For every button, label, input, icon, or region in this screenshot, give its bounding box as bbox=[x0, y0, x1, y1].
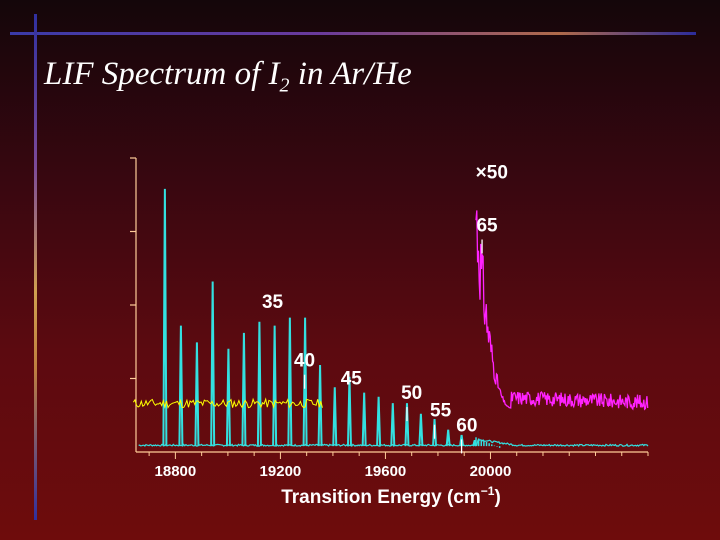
annotation-label-3: 50 bbox=[401, 383, 422, 404]
main-peak-15 bbox=[390, 403, 396, 447]
main-peak-13 bbox=[361, 392, 367, 447]
main-peak-20 bbox=[459, 434, 465, 447]
main-peak-12 bbox=[346, 376, 352, 447]
main-peak-10 bbox=[317, 364, 323, 447]
slide-title: LIF Spectrum of I2 in Ar/He bbox=[44, 56, 412, 98]
main-peak-8 bbox=[287, 317, 293, 447]
top-rule bbox=[10, 32, 696, 35]
annotation-label-6: 65 bbox=[476, 216, 498, 237]
annotation-label-4: 55 bbox=[430, 401, 452, 422]
x-axis-label-exponent: −1 bbox=[481, 484, 495, 498]
series-layer bbox=[132, 188, 649, 448]
main-peak-4 bbox=[225, 348, 231, 447]
annotation-label-0: 35 bbox=[262, 292, 284, 313]
annotation-label-7: ×50 bbox=[476, 163, 508, 184]
title-main-text: LIF Spectrum of I bbox=[44, 56, 280, 92]
main-peak-18 bbox=[432, 419, 438, 447]
annotation-label-2: 45 bbox=[341, 368, 363, 389]
title-subscript: 2 bbox=[279, 74, 290, 97]
main-peak-19 bbox=[445, 429, 451, 447]
magnified-spectrum bbox=[475, 210, 649, 411]
title-tail-text: in Ar/He bbox=[289, 56, 412, 92]
main-peak-3 bbox=[210, 281, 216, 447]
main-peak-7 bbox=[272, 325, 278, 447]
x-tick-label-1: 19200 bbox=[260, 463, 302, 480]
x-axis-label-main: Transition Energy (cm bbox=[281, 487, 481, 508]
annotation-label-1: 40 bbox=[294, 351, 315, 372]
main-peak-11 bbox=[332, 387, 338, 447]
annotation-label-5: 60 bbox=[456, 415, 477, 436]
x-axis-label-close: ) bbox=[494, 487, 500, 508]
inset-trace bbox=[132, 397, 323, 409]
x-tick-label-3: 20000 bbox=[470, 463, 512, 480]
x-tick-label-0: 18800 bbox=[155, 463, 197, 480]
main-peak-0 bbox=[162, 188, 168, 447]
main-peak-17 bbox=[418, 413, 424, 447]
main-peak-1 bbox=[178, 325, 184, 447]
x-axis-label: Transition Energy (cm−1) bbox=[281, 484, 501, 508]
x-tick-label-2: 19600 bbox=[365, 463, 407, 480]
main-peak-6 bbox=[256, 321, 262, 447]
main-peak-2 bbox=[194, 342, 200, 447]
axes: 18800 19200 19600 20000 bbox=[130, 157, 649, 480]
main-peak-16 bbox=[404, 403, 410, 447]
main-peak-14 bbox=[376, 396, 382, 447]
left-rule bbox=[34, 14, 37, 520]
main-peak-5 bbox=[241, 332, 247, 447]
